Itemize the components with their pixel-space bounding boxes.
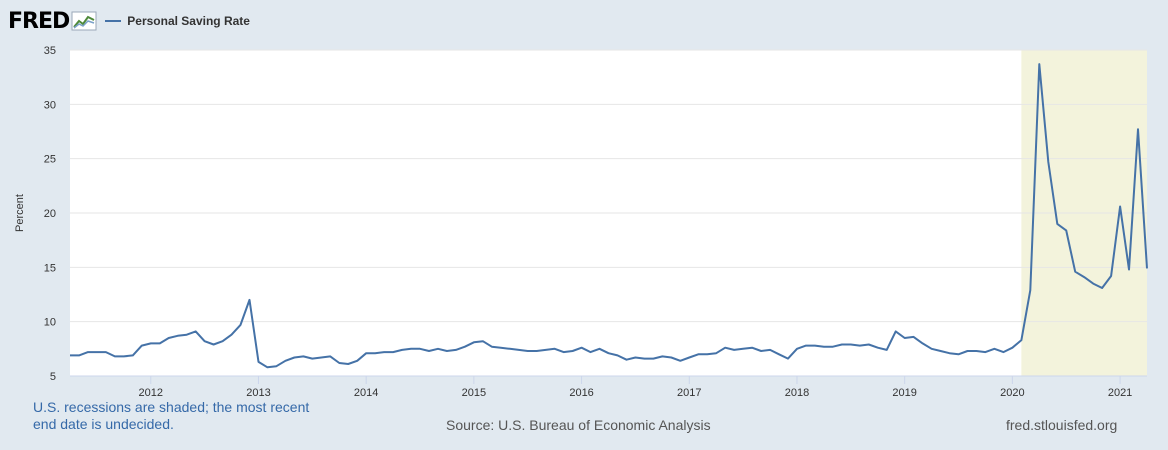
chart-line-icon xyxy=(71,11,97,31)
x-tick-label: 2019 xyxy=(892,387,916,399)
x-tick-label: 2016 xyxy=(569,387,593,399)
y-axis-label: Percent xyxy=(14,194,26,232)
x-tick-label: 2021 xyxy=(1108,387,1132,399)
y-tick-label: 20 xyxy=(44,208,56,220)
legend-label: Personal Saving Rate xyxy=(127,14,250,28)
fred-logo[interactable]: FRED xyxy=(8,8,70,34)
x-tick-label: 2013 xyxy=(246,387,270,399)
legend-swatch xyxy=(105,20,122,22)
x-tick-label: 2020 xyxy=(1000,387,1024,399)
source-credit: Source: U.S. Bureau of Economic Analysis xyxy=(446,417,711,433)
series-line xyxy=(70,63,1148,369)
y-tick-label: 10 xyxy=(44,317,56,329)
legend[interactable]: Personal Saving Rate xyxy=(105,14,250,28)
y-tick-label: 25 xyxy=(44,154,56,166)
x-tick-label: 2017 xyxy=(677,387,701,399)
source-url[interactable]: fred.stlouisfed.org xyxy=(1006,417,1118,433)
chart-header: FRED Personal Saving Rate xyxy=(8,6,250,36)
x-tick-label: 2018 xyxy=(785,387,809,399)
y-tick-label: 15 xyxy=(44,262,56,274)
x-tick-label: 2012 xyxy=(139,387,163,399)
y-tick-label: 30 xyxy=(44,99,56,111)
y-tick-label: 35 xyxy=(44,45,56,57)
y-tick-label: 5 xyxy=(50,371,56,383)
recession-note: U.S. recessions are shaded; the most rec… xyxy=(33,399,310,432)
x-tick-label: 2015 xyxy=(462,387,486,399)
x-tick-label: 2014 xyxy=(354,387,378,399)
